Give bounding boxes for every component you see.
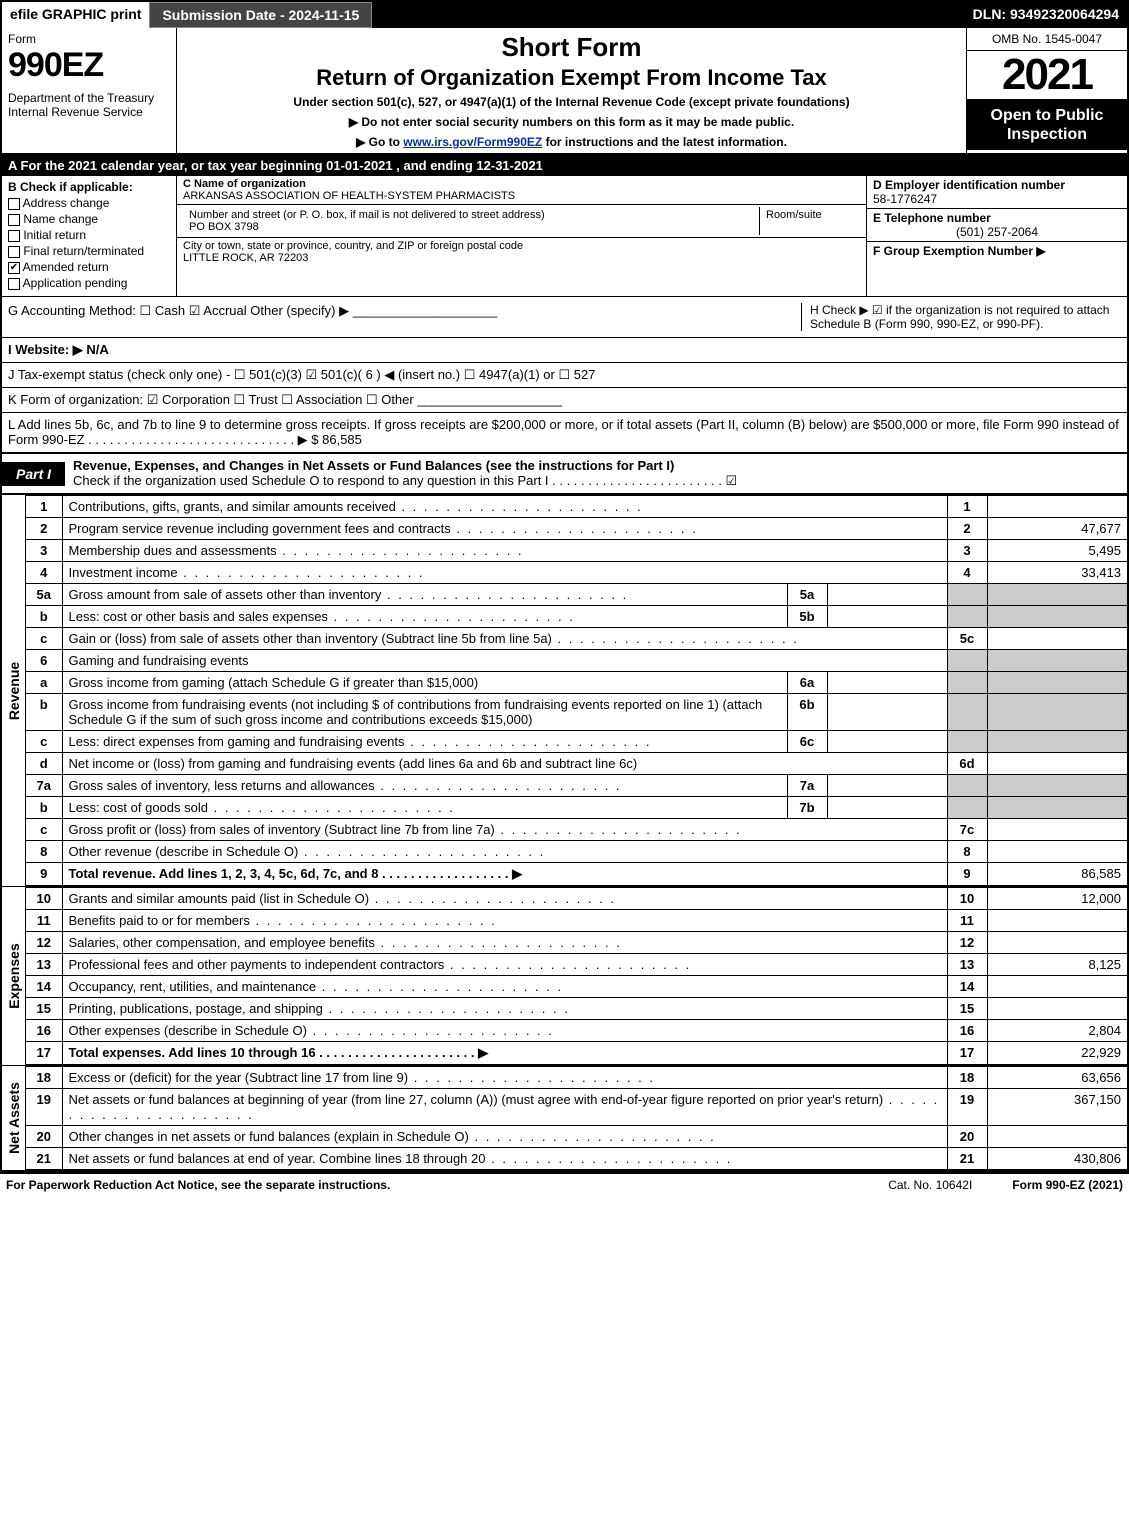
block-b-to-f: B Check if applicable: Address change Na… — [2, 176, 1127, 297]
part-1-schedule-o-check: Check if the organization used Schedule … — [73, 473, 737, 488]
omb-number: OMB No. 1545-0047 — [967, 28, 1127, 51]
form-990ez: efile GRAPHIC print Submission Date - 20… — [0, 0, 1129, 1172]
line-6: 6Gaming and fundraising events — [26, 650, 1127, 672]
city-state-zip: LITTLE ROCK, AR 72203 — [183, 252, 308, 264]
ein-value: 58-1776247 — [873, 192, 937, 206]
line-k: K Form of organization: ☑ Corporation ☐ … — [2, 387, 1127, 412]
line-15: 15Printing, publications, postage, and s… — [26, 998, 1127, 1020]
dln: DLN: 93492320064294 — [965, 2, 1127, 28]
cb-initial-return[interactable]: Initial return — [8, 228, 170, 242]
line-3: 3Membership dues and assessments35,495 — [26, 540, 1127, 562]
ssn-warning: ▶ Do not enter social security numbers o… — [185, 115, 958, 129]
net-assets-label: Net Assets — [6, 1082, 22, 1154]
part-1-header: Part I Revenue, Expenses, and Changes in… — [2, 452, 1127, 494]
revenue-section: Revenue 1Contributions, gifts, grants, a… — [2, 494, 1127, 886]
part-1-title: Revenue, Expenses, and Changes in Net As… — [73, 458, 674, 473]
line-5c: cGain or (loss) from sale of assets othe… — [26, 628, 1127, 650]
subtitle: Under section 501(c), 527, or 4947(a)(1)… — [185, 95, 958, 109]
column-d-e-f: D Employer identification number 58-1776… — [867, 176, 1127, 296]
tax-year: 2021 — [967, 51, 1127, 100]
row-g-h: G Accounting Method: ☐ Cash ☑ Accrual Ot… — [2, 297, 1127, 337]
top-bar: efile GRAPHIC print Submission Date - 20… — [2, 2, 1127, 28]
line-g: G Accounting Method: ☐ Cash ☑ Accrual Ot… — [8, 303, 801, 331]
column-b: B Check if applicable: Address change Na… — [2, 176, 177, 296]
irs-link[interactable]: www.irs.gov/Form990EZ — [403, 135, 542, 149]
b-label: B Check if applicable: — [8, 180, 170, 194]
line-8: 8Other revenue (describe in Schedule O)8 — [26, 841, 1127, 863]
line-6a: aGross income from gaming (attach Schedu… — [26, 672, 1127, 694]
form-header: Form 990EZ Department of the Treasury In… — [2, 28, 1127, 155]
page-footer: For Paperwork Reduction Act Notice, see … — [0, 1172, 1129, 1196]
cb-amended-return[interactable]: ✔ Amended return — [8, 260, 170, 274]
ein-label: D Employer identification number — [873, 178, 1065, 192]
expenses-label: Expenses — [6, 943, 22, 1008]
short-form-label: Short Form — [185, 32, 958, 63]
expenses-table: 10Grants and similar amounts paid (list … — [26, 887, 1127, 1065]
cb-name-change[interactable]: Name change — [8, 212, 170, 226]
line-4: 4Investment income433,413 — [26, 562, 1127, 584]
line-18: 18Excess or (deficit) for the year (Subt… — [26, 1067, 1127, 1089]
room-suite-label: Room/suite — [760, 207, 860, 235]
net-assets-section: Net Assets 18Excess or (deficit) for the… — [2, 1065, 1127, 1170]
line-9: 9Total revenue. Add lines 1, 2, 3, 4, 5c… — [26, 863, 1127, 886]
line-19: 19Net assets or fund balances at beginni… — [26, 1089, 1127, 1126]
line-6d: dNet income or (loss) from gaming and fu… — [26, 753, 1127, 775]
line-21: 21Net assets or fund balances at end of … — [26, 1148, 1127, 1170]
line-5a: 5aGross amount from sale of assets other… — [26, 584, 1127, 606]
line-j: J Tax-exempt status (check only one) - ☐… — [2, 362, 1127, 387]
line-2: 2Program service revenue including gover… — [26, 518, 1127, 540]
line-12: 12Salaries, other compensation, and empl… — [26, 932, 1127, 954]
org-name: ARKANSAS ASSOCIATION OF HEALTH-SYSTEM PH… — [183, 190, 515, 202]
line-13: 13Professional fees and other payments t… — [26, 954, 1127, 976]
net-assets-table: 18Excess or (deficit) for the year (Subt… — [26, 1066, 1127, 1170]
open-to-public: Open to Public Inspection — [967, 100, 1127, 150]
street-label: Number and street (or P. O. box, if mail… — [189, 209, 545, 221]
line-7b: bLess: cost of goods sold7b — [26, 797, 1127, 819]
line-7c: cGross profit or (loss) from sales of in… — [26, 819, 1127, 841]
part-1-tag: Part I — [2, 462, 65, 486]
group-exemption-label: F Group Exemption Number ▶ — [873, 244, 1046, 258]
line-6c: cLess: direct expenses from gaming and f… — [26, 731, 1127, 753]
note2-post: for instructions and the latest informat… — [542, 135, 787, 149]
phone-value: (501) 257-2064 — [873, 225, 1121, 239]
line-10: 10Grants and similar amounts paid (list … — [26, 888, 1127, 910]
line-11: 11Benefits paid to or for members11 — [26, 910, 1127, 932]
note2-pre: ▶ Go to — [356, 135, 403, 149]
line-i: I Website: ▶ N/A — [2, 337, 1127, 362]
line-14: 14Occupancy, rent, utilities, and mainte… — [26, 976, 1127, 998]
revenue-table: 1Contributions, gifts, grants, and simil… — [26, 495, 1127, 886]
line-5b: bLess: cost or other basis and sales exp… — [26, 606, 1127, 628]
line-20: 20Other changes in net assets or fund ba… — [26, 1126, 1127, 1148]
expenses-section: Expenses 10Grants and similar amounts pa… — [2, 886, 1127, 1065]
line-h: H Check ▶ ☑ if the organization is not r… — [801, 303, 1121, 331]
revenue-label: Revenue — [6, 661, 22, 719]
c-name-label: C Name of organization — [183, 178, 306, 190]
street-address: PO BOX 3798 — [189, 221, 259, 233]
line-l: L Add lines 5b, 6c, and 7b to line 9 to … — [2, 412, 1127, 452]
phone-label: E Telephone number — [873, 211, 991, 225]
paperwork-notice: For Paperwork Reduction Act Notice, see … — [6, 1178, 848, 1192]
cb-application-pending[interactable]: Application pending — [8, 276, 170, 290]
form-number: 990EZ — [8, 46, 170, 85]
line-17: 17Total expenses. Add lines 10 through 1… — [26, 1042, 1127, 1065]
catalog-number: Cat. No. 10642I — [848, 1178, 1012, 1192]
column-c: C Name of organization ARKANSAS ASSOCIAT… — [177, 176, 867, 296]
line-1: 1Contributions, gifts, grants, and simil… — [26, 496, 1127, 518]
cb-final-return[interactable]: Final return/terminated — [8, 244, 170, 258]
submission-date: Submission Date - 2024-11-15 — [149, 2, 372, 28]
line-a: A For the 2021 calendar year, or tax yea… — [2, 155, 1127, 176]
line-16: 16Other expenses (describe in Schedule O… — [26, 1020, 1127, 1042]
cb-address-change[interactable]: Address change — [8, 196, 170, 210]
line-6b: bGross income from fundraising events (n… — [26, 694, 1127, 731]
form-label: Form — [8, 32, 170, 46]
department: Department of the Treasury Internal Reve… — [8, 91, 170, 120]
instructions-link-row: ▶ Go to www.irs.gov/Form990EZ for instru… — [185, 135, 958, 149]
city-label: City or town, state or province, country… — [183, 240, 523, 252]
efile-print-link[interactable]: efile GRAPHIC print — [2, 2, 149, 28]
line-7a: 7aGross sales of inventory, less returns… — [26, 775, 1127, 797]
form-title: Return of Organization Exempt From Incom… — [185, 65, 958, 91]
form-id-footer: Form 990-EZ (2021) — [1012, 1178, 1123, 1192]
